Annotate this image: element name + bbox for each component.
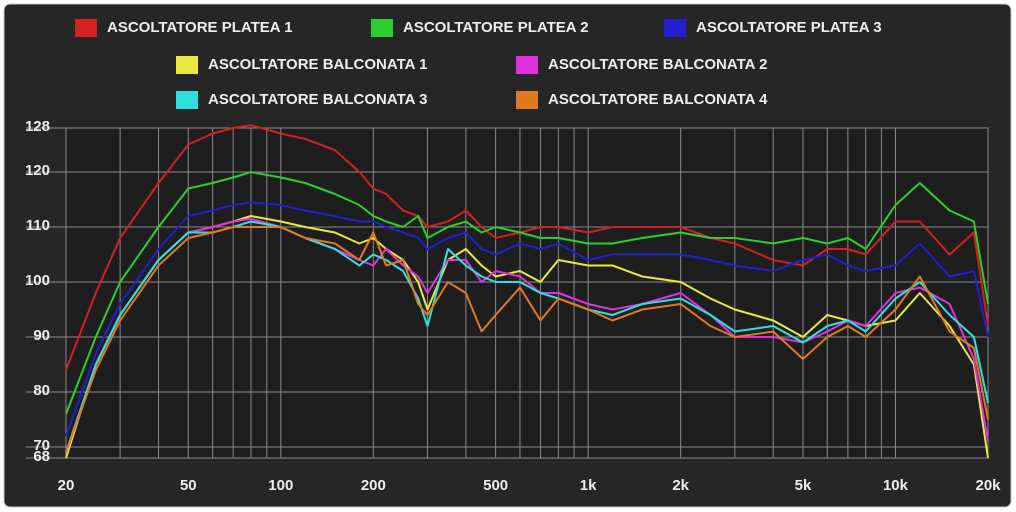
legend-label: ASCOLTATORE PLATEA 2 [403,19,589,36]
legend-label: ASCOLTATORE BALCONATA 2 [548,56,767,73]
series-line [65,217,989,453]
x-tick-label: 10k [883,477,909,494]
x-tick-label: 5k [795,477,812,494]
series-line [65,124,989,371]
y-tick-label: 120 [25,162,50,179]
legend-label: ASCOLTATORE BALCONATA 3 [208,91,427,108]
legend-label: ASCOLTATORE PLATEA 1 [107,19,293,36]
y-tick-label: 100 [25,272,50,289]
x-tick-label: 500 [483,477,508,494]
legend-swatch [176,56,198,74]
legend-swatch [75,19,97,37]
x-tick-label: 20 [58,477,75,494]
x-tick-label: 1k [580,477,597,494]
series-line [65,171,989,415]
y-tick-label: 68 [33,448,50,465]
x-tick-label: 200 [361,477,386,494]
y-tick-label: 70 [33,437,50,454]
legend-swatch [664,19,686,37]
x-tick-label: 50 [180,477,197,494]
y-tick-label: 128 [25,118,50,135]
y-tick-label: 80 [33,382,50,399]
x-tick-label: 100 [268,477,293,494]
legend-label: ASCOLTATORE BALCONATA 1 [208,56,427,73]
series-line [65,215,989,459]
legend-swatch [516,56,538,74]
legend-label: ASCOLTATORE BALCONATA 4 [548,91,768,108]
legend-swatch [516,91,538,109]
y-tick-label: 110 [26,217,50,234]
legend-swatch [371,19,393,37]
series-line [65,226,989,453]
legend-label: ASCOLTATORE PLATEA 3 [696,19,882,36]
x-tick-label: 2k [672,477,689,494]
y-tick-label: 90 [33,327,50,344]
x-tick-label: 20k [975,477,1001,494]
series-line [65,201,989,437]
plot-area [65,127,989,459]
series-line [65,220,989,453]
legend-swatch [176,91,198,109]
